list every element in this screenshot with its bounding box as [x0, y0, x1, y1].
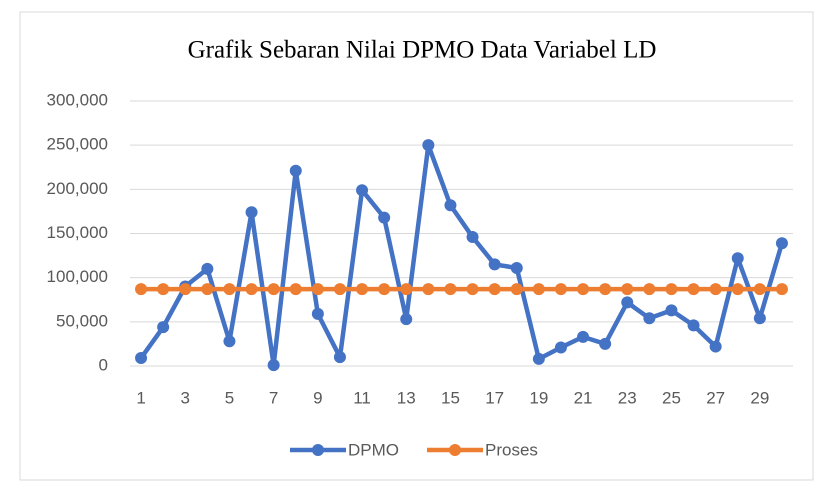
point-marker: [356, 283, 369, 296]
x-tick-label: 15: [441, 388, 460, 407]
point-marker: [687, 283, 700, 296]
point-marker: [356, 184, 369, 197]
point-marker: [532, 283, 545, 296]
point-marker: [400, 283, 413, 296]
point-marker: [577, 330, 590, 343]
legend-label: Proses: [485, 440, 538, 459]
y-tick-label: 200,000: [47, 179, 108, 198]
point-marker: [687, 319, 700, 332]
point-marker: [201, 283, 214, 296]
point-marker: [135, 283, 148, 296]
point-marker: [157, 283, 170, 296]
point-marker: [179, 283, 192, 296]
point-marker: [643, 312, 656, 325]
point-marker: [709, 283, 722, 296]
point-marker: [621, 283, 634, 296]
x-tick-label: 25: [662, 388, 681, 407]
point-marker: [643, 283, 656, 296]
point-marker: [599, 283, 612, 296]
y-tick-label: 0: [99, 355, 108, 374]
x-tick-label: 11: [353, 388, 371, 407]
y-tick-label: 150,000: [47, 223, 108, 242]
point-marker: [466, 231, 479, 244]
point-marker: [444, 283, 457, 296]
point-marker: [488, 258, 501, 271]
point-marker: [665, 283, 678, 296]
point-marker: [709, 340, 722, 353]
point-marker: [267, 283, 280, 296]
point-marker: [333, 351, 346, 364]
point-marker: [135, 352, 148, 365]
point-marker: [245, 283, 258, 296]
point-marker: [599, 337, 612, 350]
x-tick-label: 27: [706, 388, 725, 407]
point-marker: [775, 237, 788, 250]
y-tick-label: 300,000: [47, 90, 108, 109]
legend-label: DPMO: [348, 440, 399, 459]
point-marker: [510, 261, 523, 274]
x-tick-label: 9: [313, 388, 322, 407]
point-marker: [577, 283, 590, 296]
point-marker: [731, 252, 744, 265]
point-marker: [333, 283, 346, 296]
point-marker: [466, 283, 479, 296]
x-tick-label: 29: [750, 388, 769, 407]
point-marker: [621, 296, 634, 309]
y-tick-label: 50,000: [56, 311, 108, 330]
point-marker: [400, 313, 413, 326]
point-marker: [201, 262, 214, 275]
point-marker: [422, 283, 435, 296]
point-marker: [532, 352, 545, 365]
x-tick-label: 7: [269, 388, 278, 407]
y-tick-label: 250,000: [47, 135, 108, 154]
point-marker: [289, 164, 302, 177]
point-marker: [753, 312, 766, 325]
point-marker: [554, 341, 567, 354]
x-tick-label: 3: [181, 388, 190, 407]
point-marker: [157, 321, 170, 334]
x-tick-label: 13: [397, 388, 416, 407]
point-marker: [510, 283, 523, 296]
chart-title: Grafik Sebaran Nilai DPMO Data Variabel …: [188, 37, 657, 64]
point-marker: [554, 283, 567, 296]
point-marker: [488, 283, 501, 296]
point-marker: [665, 304, 678, 317]
x-tick-label: 17: [485, 388, 504, 407]
legend-marker: [449, 444, 461, 456]
x-tick-label: 1: [136, 388, 145, 407]
x-tick-label: 19: [529, 388, 548, 407]
point-marker: [289, 283, 302, 296]
point-marker: [422, 139, 435, 152]
x-tick-label: 23: [618, 388, 637, 407]
point-marker: [311, 307, 324, 320]
point-marker: [311, 283, 324, 296]
point-marker: [245, 206, 258, 219]
point-marker: [223, 283, 236, 296]
y-tick-label: 100,000: [47, 267, 108, 286]
legend-marker: [312, 444, 324, 456]
point-marker: [444, 199, 457, 212]
point-marker: [753, 283, 766, 296]
point-marker: [223, 335, 236, 348]
x-tick-label: 21: [574, 388, 593, 407]
point-marker: [378, 211, 391, 224]
point-marker: [775, 283, 788, 296]
point-marker: [378, 283, 391, 296]
point-marker: [267, 359, 280, 372]
point-marker: [731, 283, 744, 296]
x-tick-label: 5: [225, 388, 234, 407]
